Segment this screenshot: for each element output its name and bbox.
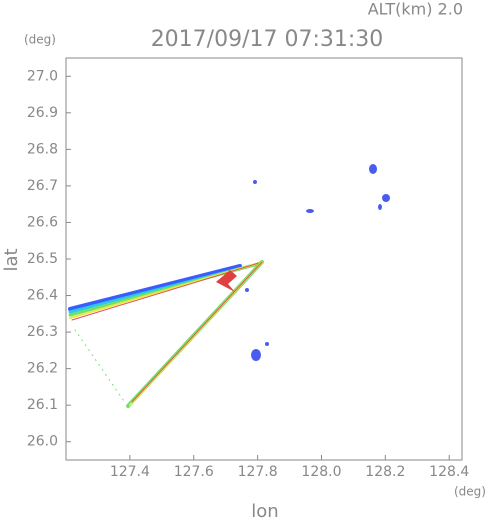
echo	[131, 261, 263, 403]
echo	[369, 164, 377, 174]
x-tick-label: 128.2	[365, 464, 405, 480]
y-tick-label: 26.8	[27, 141, 58, 157]
y-tick-label: 26.9	[27, 105, 58, 121]
echo	[253, 180, 257, 184]
x-tick-label: 127.8	[238, 464, 278, 480]
x-axis-label: lon	[251, 501, 278, 521]
plot-frame	[65, 57, 463, 461]
x-unit: (deg)	[454, 485, 486, 499]
echo-blobs	[216, 164, 390, 361]
y-tick-label: 26.7	[27, 178, 58, 194]
echo	[74, 329, 127, 405]
echo	[265, 342, 269, 346]
chart-title: 2017/09/17 07:31:30	[151, 27, 384, 52]
y-tick-label: 26.0	[27, 434, 58, 450]
echo	[68, 264, 242, 311]
echo	[245, 288, 249, 292]
y-tick-label: 26.6	[27, 214, 58, 230]
echo	[216, 270, 237, 292]
x-tick-label: 128.0	[301, 464, 341, 480]
echo	[382, 194, 390, 202]
y-unit: (deg)	[24, 33, 56, 47]
x-tick-label: 128.4	[429, 464, 469, 480]
echoes	[68, 260, 264, 408]
x-tick-label: 127.6	[174, 464, 214, 480]
y-tick-label: 26.1	[27, 397, 58, 413]
y-tick-label: 26.2	[27, 361, 58, 377]
y-axis-label: lat	[1, 248, 22, 271]
x-tick-label: 127.4	[110, 464, 150, 480]
y-tick-label: 27.0	[27, 68, 58, 84]
echo	[378, 204, 382, 210]
y-tick-label: 26.4	[27, 288, 58, 304]
subtitle: ALT(km) 2.0	[368, 0, 463, 19]
y-tick-label: 26.3	[27, 324, 58, 340]
echo	[306, 209, 314, 213]
echo	[251, 349, 261, 361]
y-tick-label: 26.5	[27, 251, 58, 267]
